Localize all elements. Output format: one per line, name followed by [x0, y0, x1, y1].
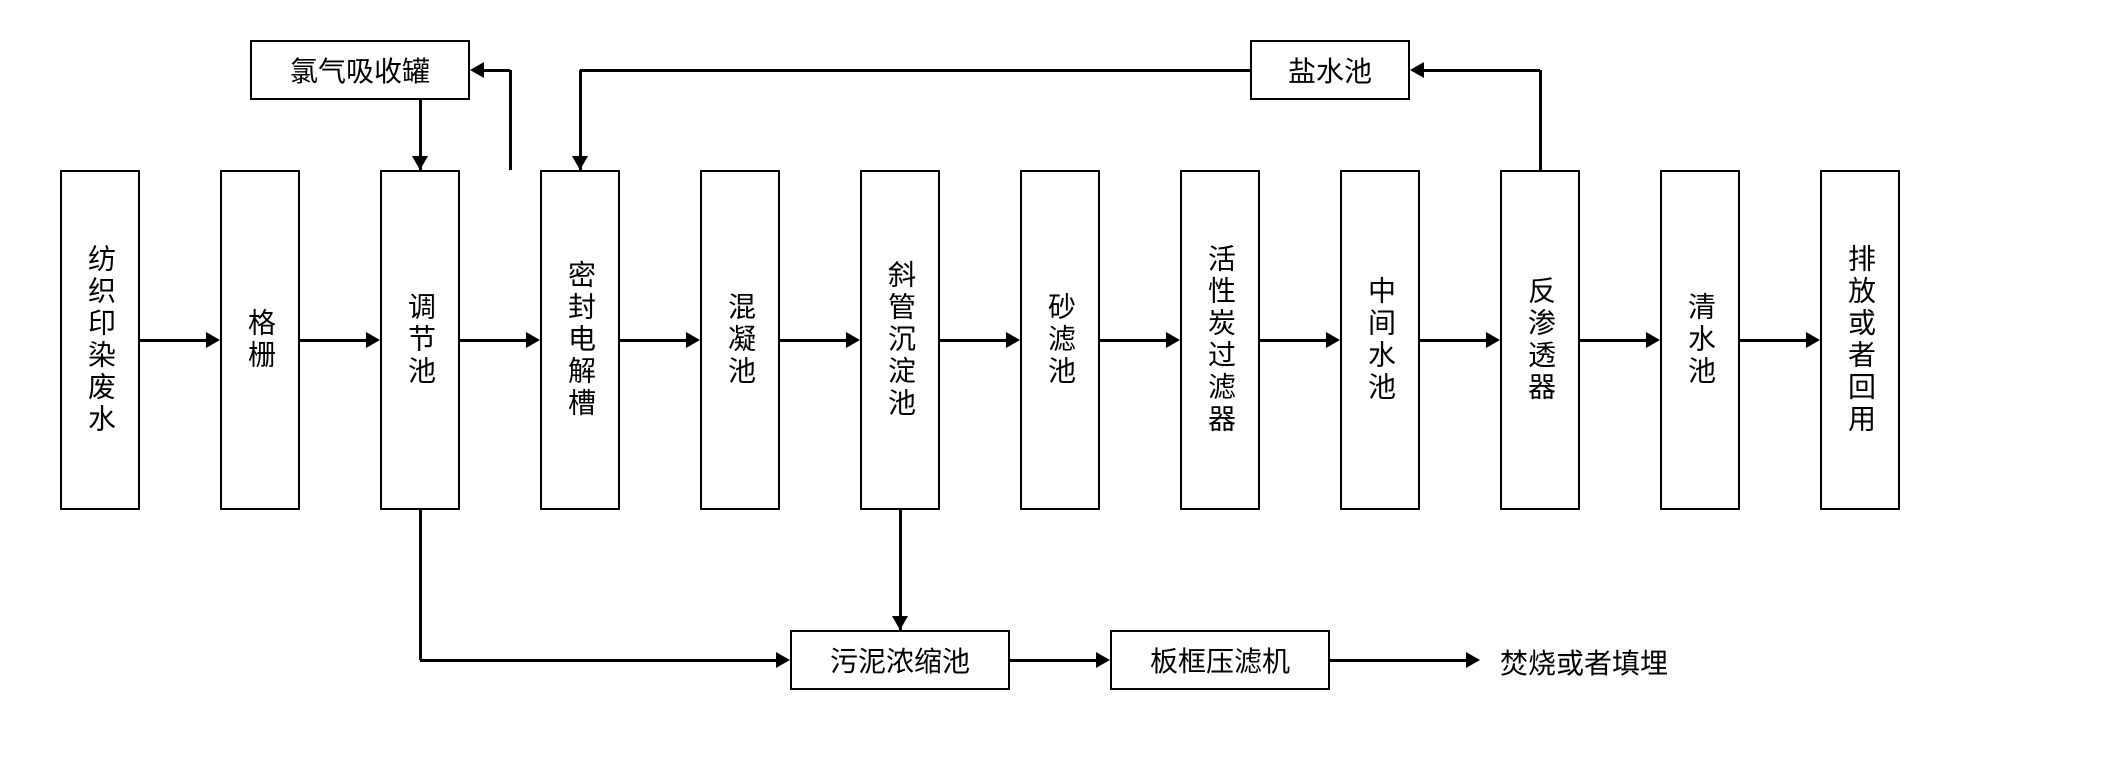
- flow-diagram: 纺织印染废水格栅调节池密封电解槽混凝池斜管沉淀池砂滤池活性炭过滤器中间水池反渗透…: [20, 20, 2128, 750]
- main-arrow-5-head: [1006, 332, 1020, 348]
- node-s0: 污泥浓缩池: [790, 630, 1010, 690]
- main-arrow-3-line: [620, 339, 686, 342]
- sludge-to-press-line: [1010, 659, 1096, 662]
- sludge-to-press-head: [1096, 652, 1110, 668]
- main-arrow-8-head: [1486, 332, 1500, 348]
- settle-down-head: [892, 616, 908, 630]
- elec-left-head: [470, 62, 484, 78]
- end-text: 焚烧或者填埋: [1500, 642, 1668, 682]
- elec-up: [509, 70, 512, 170]
- press-to-end-line: [1330, 659, 1466, 662]
- node-b10: 清水池: [1660, 170, 1740, 510]
- adj-down: [419, 510, 422, 660]
- adj-right: [420, 659, 776, 662]
- main-arrow-9-head: [1646, 332, 1660, 348]
- main-arrow-10-head: [1806, 332, 1820, 348]
- brine-down: [579, 70, 582, 170]
- main-arrow-5-line: [940, 339, 1006, 342]
- main-arrow-8-line: [1420, 339, 1486, 342]
- main-arrow-3-head: [686, 332, 700, 348]
- press-to-end-head: [1466, 652, 1480, 668]
- node-b7: 活性炭过滤器: [1180, 170, 1260, 510]
- main-arrow-4-head: [846, 332, 860, 348]
- node-b4: 混凝池: [700, 170, 780, 510]
- main-arrow-6-line: [1100, 339, 1166, 342]
- main-arrow-10-line: [1740, 339, 1806, 342]
- node-b1: 格栅: [220, 170, 300, 510]
- ro-left-head: [1410, 62, 1424, 78]
- node-b6: 砂滤池: [1020, 170, 1100, 510]
- main-arrow-2-head: [526, 332, 540, 348]
- brine-down-head: [572, 156, 588, 170]
- ro-left: [1424, 69, 1540, 72]
- main-arrow-1-head: [366, 332, 380, 348]
- node-b0: 纺织印染废水: [60, 170, 140, 510]
- main-arrow-1-line: [300, 339, 366, 342]
- node-b5: 斜管沉淀池: [860, 170, 940, 510]
- main-arrow-9-line: [1580, 339, 1646, 342]
- main-arrow-4-line: [780, 339, 846, 342]
- main-arrow-7-head: [1326, 332, 1340, 348]
- node-b8: 中间水池: [1340, 170, 1420, 510]
- node-b2: 调节池: [380, 170, 460, 510]
- node-s1: 板框压滤机: [1110, 630, 1330, 690]
- node-t0: 氯气吸收罐: [250, 40, 470, 100]
- main-arrow-6-head: [1166, 332, 1180, 348]
- node-b3: 密封电解槽: [540, 170, 620, 510]
- node-b11: 排放或者回用: [1820, 170, 1900, 510]
- ro-up: [1539, 70, 1542, 170]
- brine-left: [580, 69, 1250, 72]
- node-t1: 盐水池: [1250, 40, 1410, 100]
- cl-down-head: [412, 156, 428, 170]
- main-arrow-0-head: [206, 332, 220, 348]
- node-b9: 反渗透器: [1500, 170, 1580, 510]
- adj-right-head: [776, 652, 790, 668]
- main-arrow-7-line: [1260, 339, 1326, 342]
- settle-down: [899, 510, 902, 630]
- elec-left: [484, 69, 510, 72]
- main-arrow-0-line: [140, 339, 206, 342]
- main-arrow-2-line: [460, 339, 526, 342]
